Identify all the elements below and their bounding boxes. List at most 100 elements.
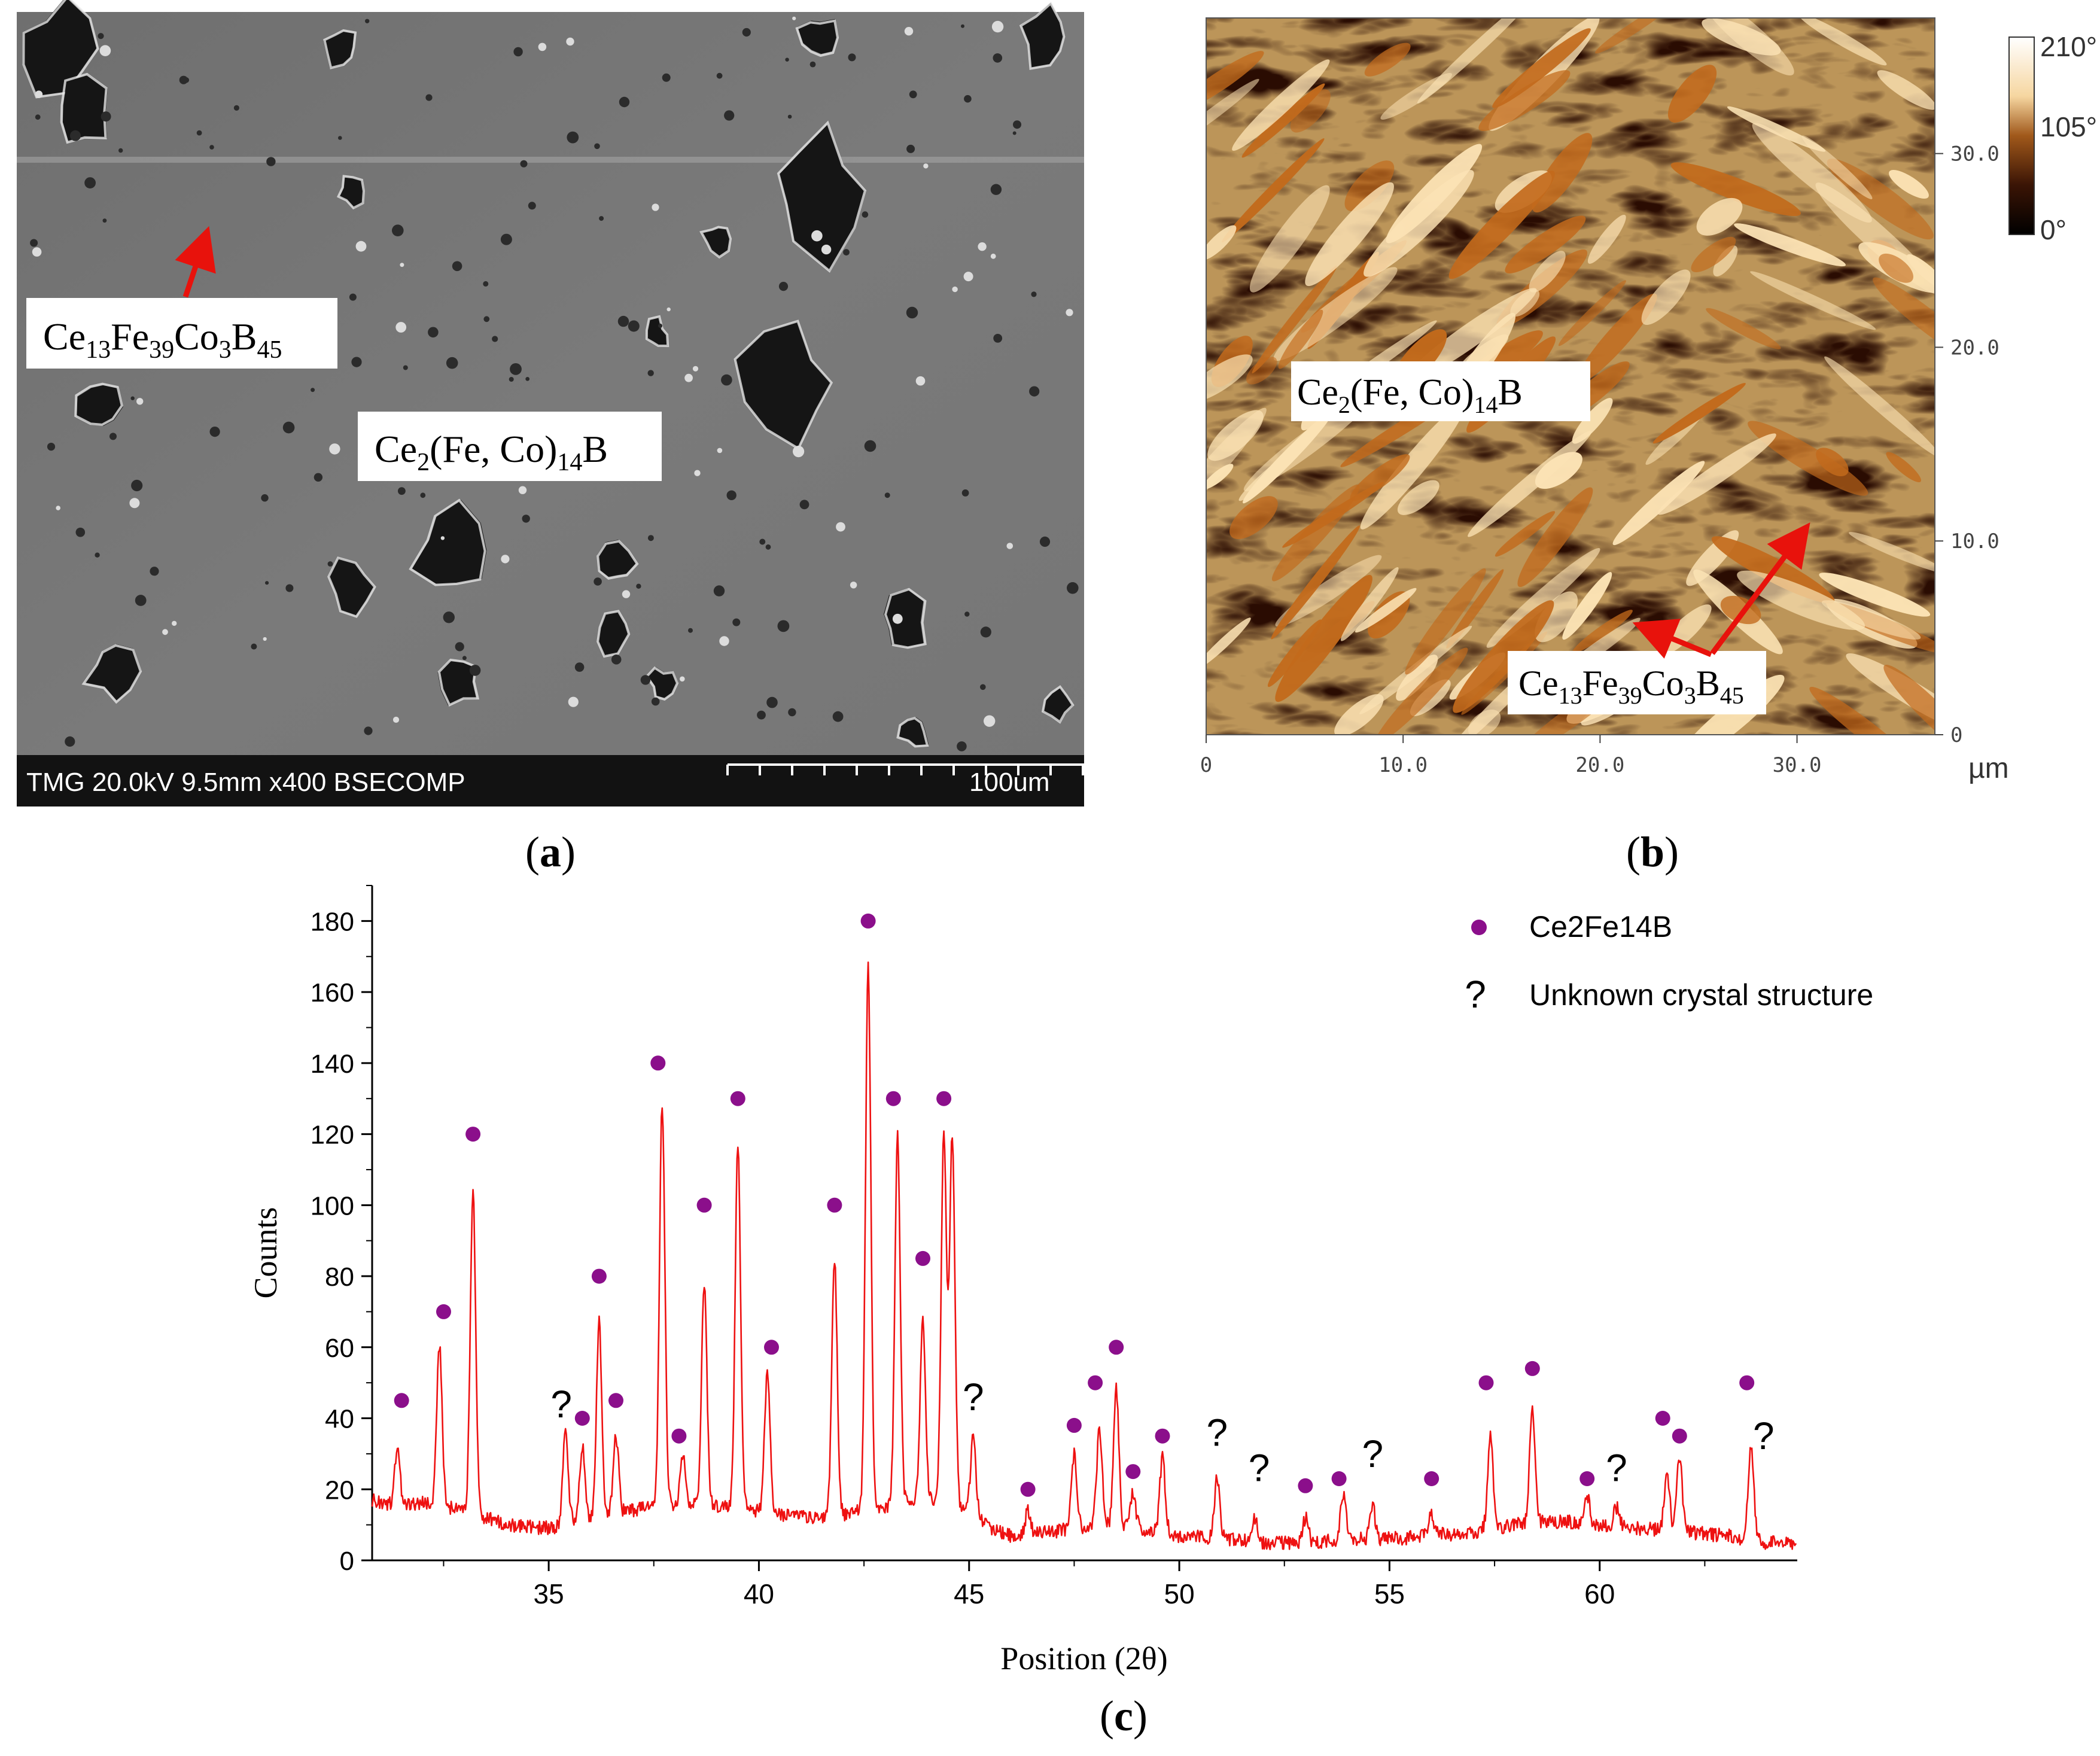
sem-speck <box>984 715 996 727</box>
marker-ce2fe14b <box>1020 1481 1036 1497</box>
marker-unknown: ? <box>1249 1447 1270 1490</box>
sem-speck <box>567 131 579 144</box>
sem-speck <box>95 552 100 558</box>
sem-speck <box>455 642 464 652</box>
sem-pore <box>77 385 123 426</box>
xrd-pattern-line <box>371 961 1797 1551</box>
mfm-domain <box>1206 464 1234 489</box>
sem-speck <box>961 24 964 28</box>
mfm-domain <box>1252 265 1337 374</box>
y-tick-label: 160 <box>311 978 354 1008</box>
mfm-domain <box>1558 280 1626 346</box>
marker-ce2fe14b <box>885 1091 901 1106</box>
y-tick-label: 80 <box>325 1262 354 1292</box>
sem-speck <box>647 535 654 541</box>
sem-pore <box>884 589 924 647</box>
mfm-domain <box>1405 568 1486 675</box>
sem-speck <box>647 370 654 376</box>
sem-speck <box>538 42 547 51</box>
mfm-domain <box>1572 398 1613 444</box>
sem-speck <box>443 611 455 623</box>
sem-speck <box>777 620 790 632</box>
mfm-domain <box>1271 484 1360 582</box>
chart-axes: 35 40 45 50 55 60 0 20 40 60 80 100 120 140 160 180 <box>311 885 1797 1609</box>
sem-speck <box>130 396 135 400</box>
sem-pore-edge <box>60 72 108 144</box>
sem-speck <box>131 479 143 492</box>
sem-speck <box>35 90 43 98</box>
mfm-domain <box>1290 89 1331 133</box>
panel-a-sem-image: TMG 20.0kV 9.5mm x400 BSECOMP 100um Ce13… <box>17 0 1084 876</box>
legend-label-unknown: Unknown crystal structure <box>1529 978 1873 1012</box>
sem-pore-edge <box>74 382 123 426</box>
panel-c-xrd-chart: 35 40 45 50 55 60 0 20 40 60 80 100 120 140 160 180 ???… <box>248 885 1873 1740</box>
sem-speck <box>651 697 660 706</box>
sem-speck <box>420 492 426 498</box>
mfm-y-tick-label: 10.0 <box>1950 529 1999 553</box>
sem-speck <box>1039 536 1051 547</box>
sem-pore-edge <box>645 666 679 701</box>
mfm-domain <box>1246 357 1277 385</box>
y-tick-label: 120 <box>311 1121 354 1150</box>
mfm-x-tick-label: 30.0 <box>1773 753 1822 777</box>
mfm-domain <box>1364 42 1411 77</box>
sem-speck <box>716 72 723 79</box>
sem-pore <box>797 19 838 54</box>
sem-speck <box>501 555 510 564</box>
mfm-domain <box>1446 569 1504 649</box>
sem-speck <box>666 307 671 312</box>
sem-speck <box>964 611 970 617</box>
mfm-domain <box>1350 454 1410 501</box>
marker-ce2fe14b <box>827 1197 842 1213</box>
sem-speck <box>251 643 257 650</box>
sem-speck <box>520 160 528 168</box>
marker-ce2fe14b <box>1066 1417 1082 1433</box>
sem-speck <box>525 377 530 381</box>
mfm-unit: µm <box>1968 753 2009 784</box>
mfm-domain <box>1517 487 1593 588</box>
sem-speck <box>522 515 530 523</box>
mfm-domain <box>1706 308 1781 349</box>
sem-speck <box>196 130 202 136</box>
sem-speck <box>392 716 400 723</box>
sem-speck <box>266 157 276 166</box>
sem-particles <box>22 0 1079 751</box>
x-tick-label: 60 <box>1584 1578 1615 1609</box>
mfm-domain <box>1355 588 1417 633</box>
sem-pore-edge <box>896 717 929 748</box>
sem-scale-text: 100um <box>969 768 1050 797</box>
mfm-domain <box>1243 412 1332 504</box>
mfm-domain <box>1222 138 1325 243</box>
sem-speck <box>403 365 408 370</box>
y-tick-label: 60 <box>325 1334 354 1363</box>
mfm-x-tick-label: 10.0 <box>1378 753 1428 777</box>
mfm-domain <box>1873 277 1935 363</box>
y-axis-label: Counts <box>248 1207 284 1298</box>
marker-ce2fe14b <box>671 1428 687 1444</box>
sem-speck <box>884 492 890 498</box>
sem-speck <box>906 306 918 319</box>
mfm-domain <box>1453 600 1554 713</box>
mfm-domain <box>1249 185 1330 293</box>
sem-speck <box>980 684 986 690</box>
mfm-domain <box>1595 18 1676 54</box>
mfm-domain <box>1641 269 1691 325</box>
sem-speck <box>836 522 845 532</box>
label-minor-phase-b: Ce13Fe39Co3B45 <box>1518 664 1744 709</box>
sem-pore <box>779 123 866 272</box>
sem-speck <box>513 47 523 57</box>
mfm-domain <box>1737 570 1865 631</box>
mfm-domain <box>1232 59 1330 151</box>
label-box-minor-phase <box>26 298 337 369</box>
mfm-domain <box>1727 106 1826 152</box>
label-minor-phase-a: Ce13Fe39Co3B45 <box>43 315 282 364</box>
markers-unknown: ??????? <box>550 1375 1774 1490</box>
markers-ce2fe14b <box>394 913 1755 1497</box>
mfm-domain <box>1492 28 1591 108</box>
sem-speck <box>509 377 514 382</box>
sem-speck <box>84 177 96 188</box>
sem-speck <box>594 143 600 150</box>
sem-speck <box>351 357 362 367</box>
sem-speck <box>398 487 406 495</box>
sem-pore-edge <box>795 19 839 57</box>
